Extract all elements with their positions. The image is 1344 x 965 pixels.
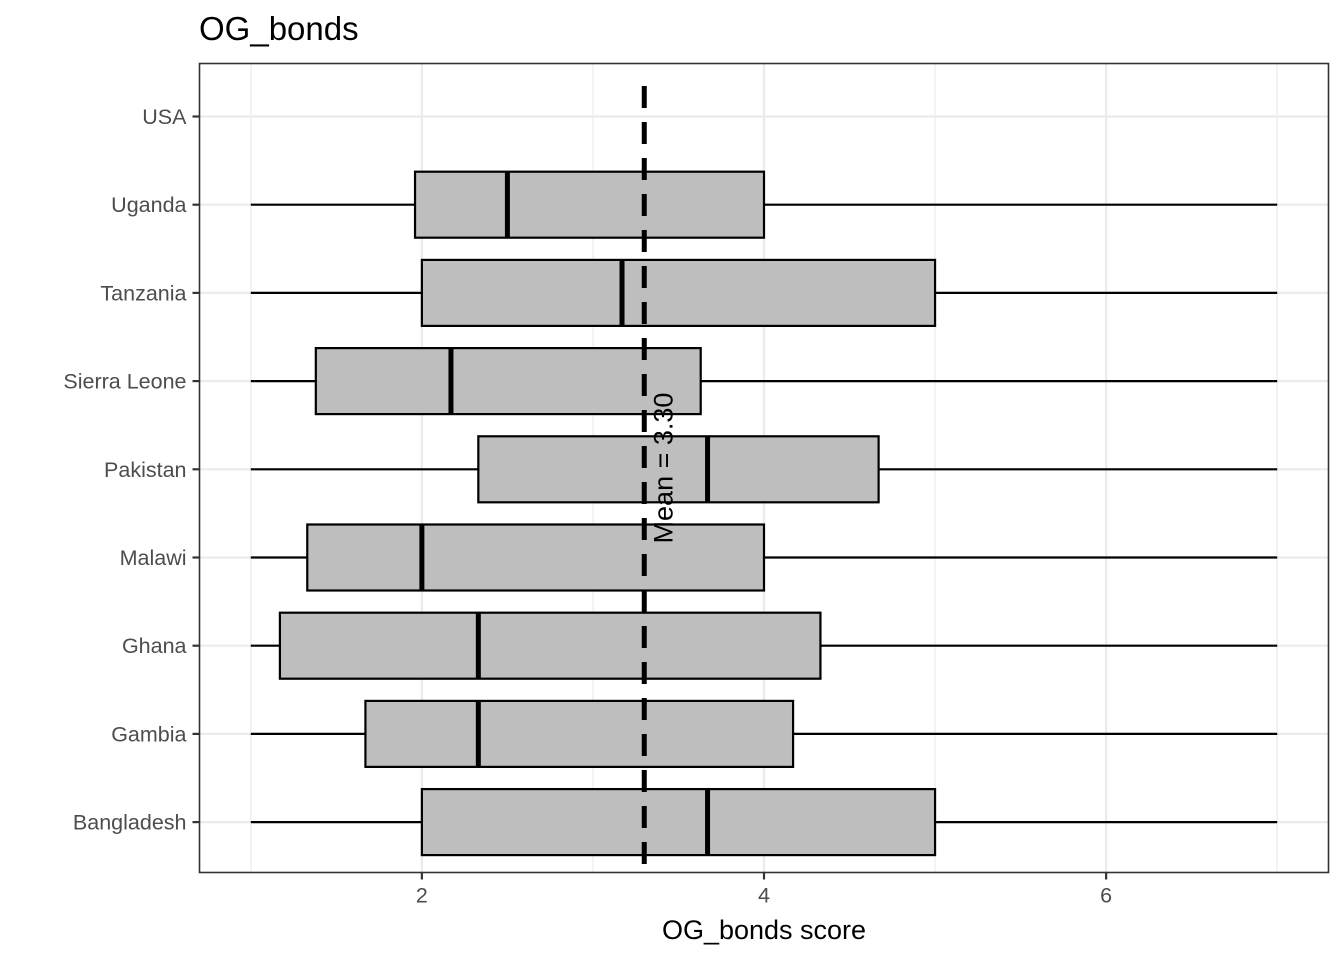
box <box>420 258 937 327</box>
y-tick-label: Bangladesh <box>73 811 187 835</box>
box <box>477 435 880 504</box>
box <box>420 787 937 857</box>
x-tick-label: 6 <box>1100 884 1112 908</box>
box <box>413 170 766 239</box>
x-tick-label: 4 <box>758 884 770 908</box>
y-tick-label: Sierra Leone <box>63 370 186 394</box>
y-tick-label: Pakistan <box>104 458 186 482</box>
y-tick-label: Ghana <box>122 634 187 658</box>
mean-reference: Mean = 3.30 <box>641 86 678 872</box>
box <box>364 699 795 769</box>
axes: USA Uganda Tanzania Sierra Leone Pakistan Mal… <box>63 62 1330 908</box>
boxes <box>250 170 1278 857</box>
y-tick-label: USA <box>142 105 187 129</box>
x-axis-title: OG_bonds score <box>662 915 866 945</box>
y-tick-label: Malawi <box>120 546 187 570</box>
box <box>306 523 766 592</box>
box <box>278 611 822 680</box>
y-tick-label: Gambia <box>111 722 186 746</box>
chart-title: OG_bonds <box>199 10 359 47</box>
y-tick-label: Uganda <box>111 193 186 217</box>
box <box>314 347 702 416</box>
mean-label: Mean = 3.30 <box>648 393 678 544</box>
x-tick-label: 2 <box>416 884 428 908</box>
y-tick-label: Tanzania <box>100 281 186 305</box>
